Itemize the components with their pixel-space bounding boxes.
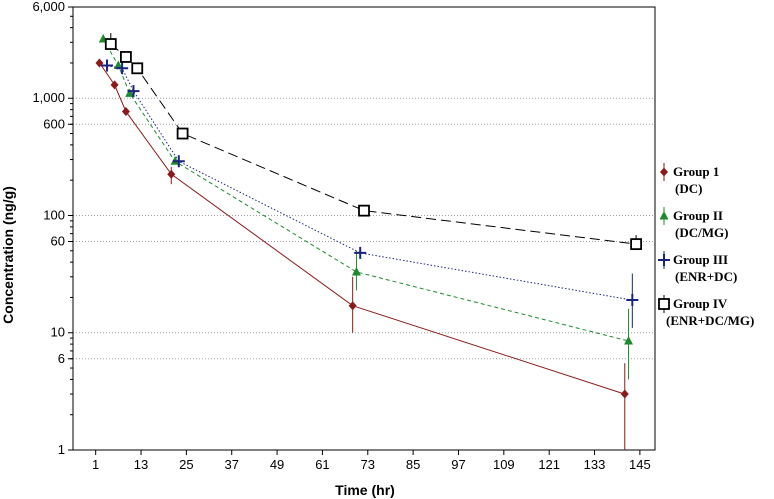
legend-label-sub: (DC): [675, 181, 702, 196]
legend-item-3: Group III (ENR+DC): [658, 251, 737, 284]
data-point-square: [176, 127, 189, 140]
x-tick-label: 13: [134, 457, 148, 472]
data-series: [95, 33, 643, 450]
data-point-plus: [127, 85, 140, 98]
data-point-plus: [626, 294, 639, 307]
legend-label-sub: (ENR+DC): [675, 269, 737, 284]
series-line: [99, 62, 625, 395]
y-tick-label: 1: [58, 442, 65, 457]
y-tick-label: 100: [43, 207, 65, 222]
legend-label: Group 1: [673, 164, 719, 179]
data-point-triangle: [624, 336, 634, 345]
data-point-diamond: [348, 301, 357, 311]
legend-item-2: Group II (DC/MG): [659, 207, 728, 240]
legend-label-sub: (ENR+DC/MG): [666, 313, 754, 328]
data-point-triangle: [125, 88, 135, 97]
data-point-diamond: [660, 167, 668, 177]
series-line: [106, 65, 633, 301]
data-point-square: [658, 298, 670, 310]
x-axis-title: Time (hr): [335, 482, 395, 498]
x-tick-label: 1: [92, 457, 99, 472]
legend: Group 1 (DC) Group II (DC/MG) Group III (ENR+…: [658, 163, 754, 328]
x-tick-label: 49: [270, 457, 284, 472]
y-tick-label: 6,000: [32, 0, 65, 14]
legend-label: Group II: [673, 208, 723, 223]
data-point-triangle: [113, 60, 123, 70]
legend-label: Group III: [673, 252, 728, 267]
y-axis-title: Concentration (ng/g): [0, 186, 16, 324]
y-tick-label: 10: [51, 325, 65, 340]
legend-item-1: Group 1 (DC): [660, 163, 719, 196]
data-point-diamond: [121, 107, 130, 117]
data-point-plus: [658, 254, 670, 266]
x-tick-label: 73: [361, 457, 375, 472]
data-point-triangle: [659, 211, 669, 220]
data-point-diamond: [620, 389, 629, 399]
legend-item-4: Group IV (ENR+DC/MG): [658, 295, 754, 328]
data-point-plus: [116, 62, 129, 75]
x-tick-label: 145: [629, 457, 651, 472]
x-tick-label: 97: [451, 457, 465, 472]
data-point-square: [358, 204, 370, 217]
data-point-diamond: [110, 80, 119, 90]
y-tick-label: 6: [58, 351, 65, 366]
y-tick-label: 600: [43, 116, 65, 131]
series-3: [101, 59, 639, 328]
grid: [73, 97, 655, 360]
data-point-square: [104, 38, 117, 50]
y-tick-label: 60: [51, 234, 65, 249]
data-point-square: [120, 51, 132, 63]
plot-frame: [72, 6, 656, 451]
data-point-square: [630, 238, 643, 251]
series-line: [110, 43, 637, 245]
data-point-plus: [101, 59, 114, 72]
x-tick-label: 85: [406, 457, 420, 472]
data-point-square: [131, 62, 144, 75]
x-tick-label: 133: [584, 457, 606, 472]
axis-ticks: 1 6 10 60 100 600 1,000 6,000 1 13 25 37 49 61 73 85 97 1…: [32, 0, 650, 472]
x-tick-label: 61: [315, 457, 329, 472]
data-point-plus: [354, 246, 367, 259]
data-point-plus: [172, 155, 185, 168]
data-point-triangle: [351, 266, 361, 276]
x-tick-label: 25: [179, 457, 193, 472]
series-line: [102, 38, 629, 342]
series-4: [104, 33, 643, 251]
series-1: [95, 58, 629, 450]
legend-label-sub: (DC/MG): [675, 225, 728, 240]
legend-label: Group IV: [673, 296, 728, 311]
x-tick-label: 37: [224, 457, 238, 472]
y-tick-label: 1,000: [32, 90, 65, 105]
x-tick-label: 121: [538, 457, 560, 472]
x-tick-label: 109: [493, 457, 515, 472]
series-2: [98, 34, 634, 380]
data-point-diamond: [167, 169, 176, 179]
